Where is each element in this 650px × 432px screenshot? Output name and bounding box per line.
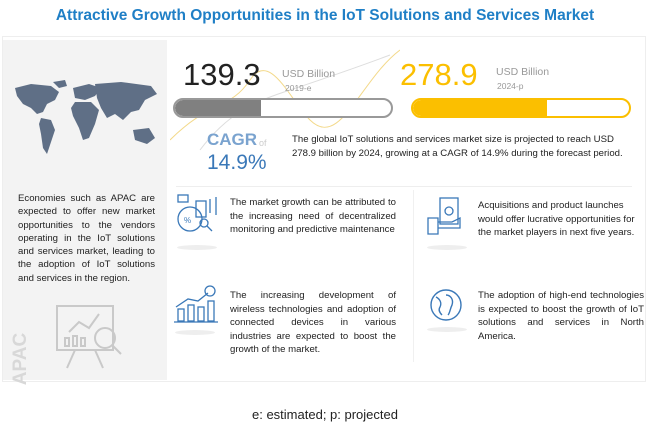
page-title: Attractive Growth Opportunities in the I… — [55, 7, 595, 24]
money-hand-icon — [427, 197, 461, 235]
analytics-icon: % — [177, 194, 217, 232]
unit-2019: USD Billion — [282, 68, 336, 80]
year-2024: 2024-p — [497, 81, 524, 91]
cagr-label: CAGR — [207, 130, 258, 149]
growth-chart-icon — [174, 285, 218, 323]
market-summary: The global IoT solutions and services ma… — [292, 134, 623, 159]
footnote: e: estimated; p: projected — [252, 407, 398, 422]
icon-shadow — [175, 330, 215, 335]
market-value-2024: 278.9 — [400, 57, 478, 92]
world-map-icon — [15, 80, 157, 154]
cagr-value: 14.9% — [207, 151, 267, 174]
divider — [413, 190, 414, 362]
globe-icon — [430, 289, 462, 321]
market-value-2019: 139.3 — [183, 57, 261, 92]
icon-shadow — [177, 245, 217, 250]
icon-shadow — [427, 245, 467, 250]
region-label: APAC — [10, 332, 32, 386]
progress-bar-2024 — [411, 98, 631, 118]
progress-fill-2019 — [175, 100, 262, 116]
left-panel: Economies such as APAC are expected to o… — [3, 40, 167, 385]
icon-shadow — [427, 327, 467, 332]
year-2019: 2019-e — [285, 83, 312, 93]
progress-bar-2019 — [173, 98, 393, 118]
infographic-frame — [2, 36, 646, 382]
analytics-presentation-icon — [56, 305, 122, 369]
card-text: The adoption of high-end technologies is… — [478, 290, 644, 342]
region-description: Economies such as APAC are expected to o… — [18, 193, 155, 284]
card-text: Acquisitions and product launches would … — [478, 200, 635, 239]
cagr-of: of — [259, 138, 267, 148]
progress-fill-2024 — [413, 100, 547, 116]
card-text: The increasing development of wireless t… — [230, 290, 396, 356]
unit-2024: USD Billion — [496, 66, 550, 78]
divider — [176, 186, 632, 187]
svg-text:%: % — [184, 216, 191, 225]
card-text: The market growth can be attributed to t… — [230, 197, 396, 236]
